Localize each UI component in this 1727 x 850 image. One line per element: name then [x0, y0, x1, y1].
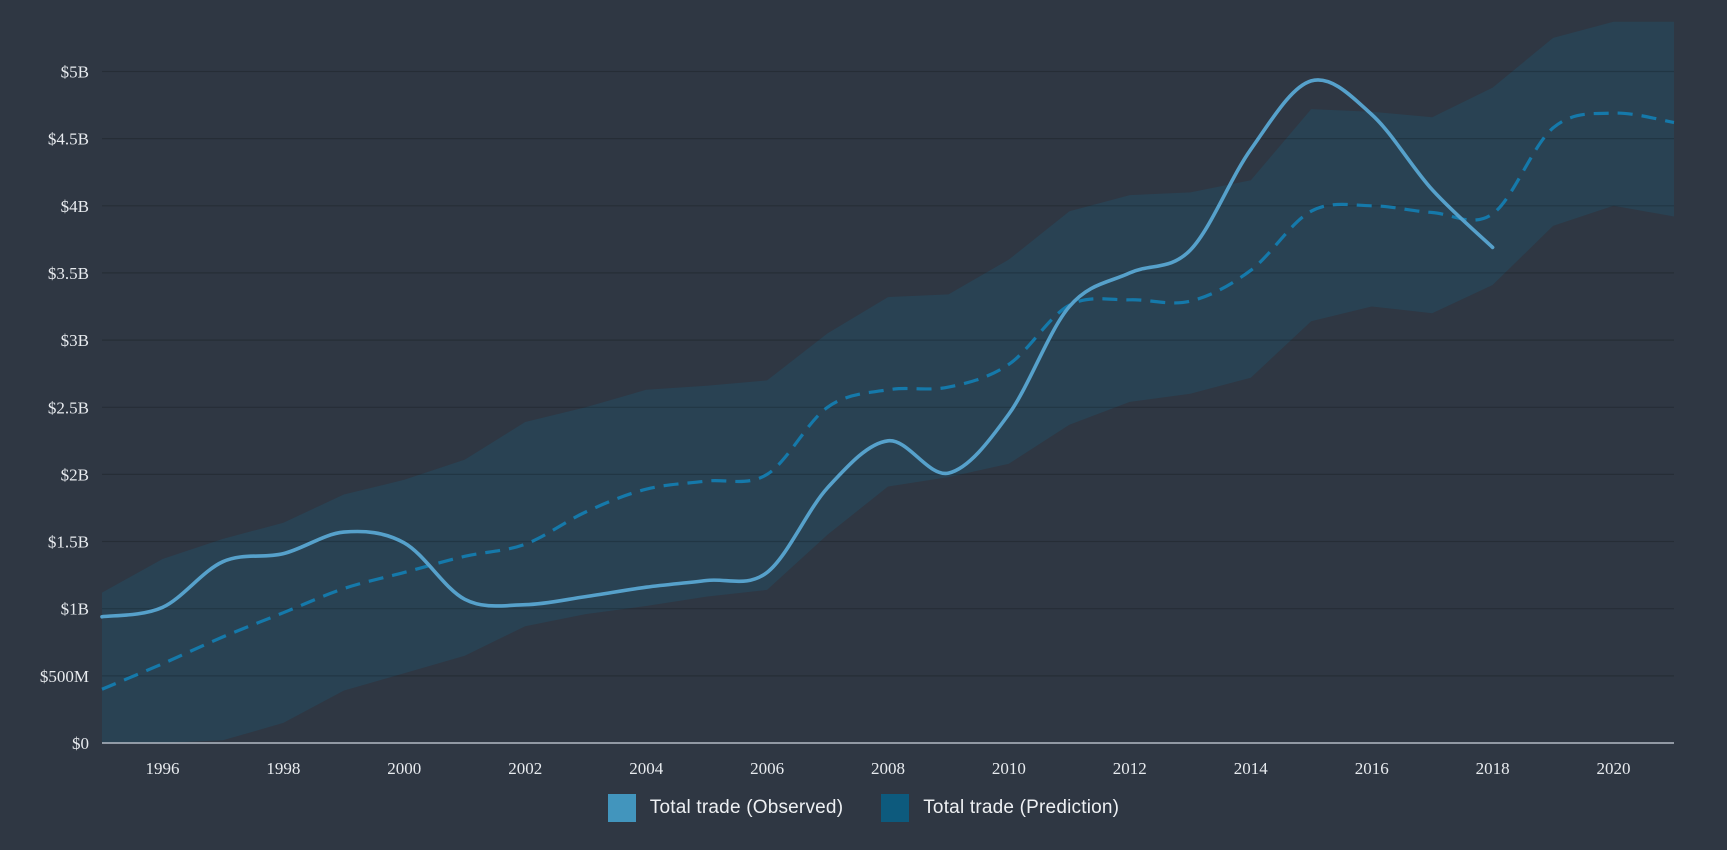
y-tick-label: $2.5B — [48, 398, 89, 417]
x-tick-label: 2016 — [1355, 759, 1389, 778]
prediction-legend-label: Total trade (Prediction) — [923, 797, 1120, 818]
y-tick-label: $5B — [61, 63, 89, 82]
y-tick-label: $4B — [61, 197, 89, 216]
chart-legend: Total trade (Observed) Total trade (Pred… — [0, 794, 1727, 822]
x-tick-label: 2006 — [750, 759, 784, 778]
x-tick-label: 2020 — [1597, 759, 1631, 778]
x-tick-label: 2014 — [1234, 759, 1269, 778]
y-tick-label: $500M — [40, 667, 89, 686]
x-tick-label: 2002 — [508, 759, 542, 778]
y-tick-label: $2B — [61, 465, 89, 484]
x-tick-label: 2012 — [1113, 759, 1147, 778]
x-tick-label: 2018 — [1476, 759, 1510, 778]
legend-item-prediction[interactable]: Total trade (Prediction) — [881, 794, 1119, 822]
x-tick-label: 2004 — [629, 759, 664, 778]
y-tick-label: $1B — [61, 600, 89, 619]
y-tick-label: $3B — [61, 331, 89, 350]
observed-legend-swatch — [607, 794, 636, 822]
confidence-band — [102, 21, 1674, 744]
prediction-line — [101, 111, 1675, 691]
x-tick-label: 2008 — [871, 759, 905, 778]
legend-item-observed[interactable]: Total trade (Observed) — [607, 794, 844, 822]
observed-legend-label: Total trade (Observed) — [649, 797, 844, 818]
x-tick-label: 2010 — [992, 759, 1026, 778]
y-tick-label: $1.5B — [48, 533, 89, 552]
y-tick-label: $3.5B — [48, 264, 89, 283]
x-tick-label: 2000 — [387, 759, 421, 778]
observed-line — [100, 78, 1495, 619]
x-tick-label: 1996 — [146, 759, 180, 778]
x-tick-label: 1998 — [266, 759, 300, 778]
y-tick-label: $0 — [72, 734, 89, 753]
prediction-legend-swatch — [881, 794, 910, 822]
y-tick-label: $4.5B — [48, 130, 89, 149]
